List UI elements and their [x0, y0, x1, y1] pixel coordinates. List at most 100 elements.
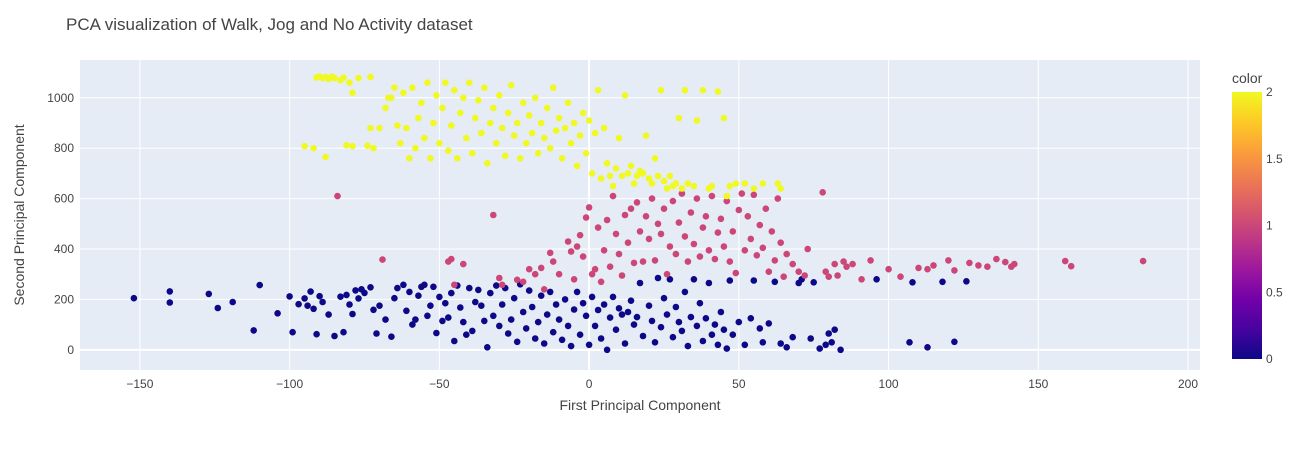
data-point[interactable] [741, 180, 749, 187]
data-point[interactable] [588, 170, 596, 177]
data-point[interactable] [699, 86, 707, 94]
data-point[interactable] [747, 235, 755, 243]
data-point[interactable] [795, 268, 802, 276]
data-point[interactable] [451, 337, 458, 345]
data-point[interactable] [966, 259, 973, 267]
data-point[interactable] [469, 327, 476, 335]
data-point[interactable] [765, 320, 773, 327]
data-point[interactable] [349, 142, 356, 150]
data-points[interactable] [130, 73, 1147, 354]
data-point[interactable] [681, 233, 689, 240]
data-point[interactable] [445, 314, 452, 321]
data-point[interactable] [496, 92, 503, 99]
data-point[interactable] [909, 279, 916, 286]
data-point[interactable] [400, 281, 407, 289]
data-point[interactable] [624, 308, 632, 316]
data-point[interactable] [690, 240, 698, 248]
data-point[interactable] [540, 340, 548, 347]
data-point[interactable] [448, 255, 455, 263]
data-point[interactable] [412, 316, 419, 323]
data-point[interactable] [531, 94, 539, 102]
data-point[interactable] [672, 180, 680, 187]
data-point[interactable] [591, 265, 599, 273]
data-point[interactable] [684, 342, 692, 350]
data-point[interactable] [130, 294, 138, 302]
data-point[interactable] [406, 288, 413, 296]
data-point[interactable] [397, 139, 404, 147]
data-point[interactable] [546, 144, 554, 152]
data-point[interactable] [687, 313, 695, 321]
data-point[interactable] [741, 341, 749, 349]
data-point[interactable] [400, 89, 407, 97]
data-point[interactable] [609, 293, 617, 301]
data-point[interactable] [651, 257, 659, 264]
data-point[interactable] [433, 329, 440, 337]
data-point[interactable] [516, 155, 524, 162]
data-point[interactable] [702, 213, 710, 220]
data-point[interactable] [678, 190, 686, 197]
data-point[interactable] [612, 165, 620, 172]
data-point[interactable] [801, 272, 808, 279]
data-point[interactable] [570, 276, 578, 283]
data-point[interactable] [975, 262, 982, 269]
data-point[interactable] [642, 213, 650, 220]
data-point[interactable] [1011, 260, 1018, 268]
data-point[interactable] [490, 312, 497, 320]
data-point[interactable] [756, 325, 764, 332]
data-point[interactable] [361, 289, 368, 297]
data-point[interactable] [705, 279, 713, 287]
data-point[interactable] [747, 315, 755, 322]
data-point[interactable] [570, 119, 578, 127]
data-point[interactable] [367, 284, 374, 291]
data-point[interactable] [340, 74, 347, 81]
data-point[interactable] [819, 189, 826, 196]
data-point[interactable] [229, 298, 236, 306]
data-point[interactable] [765, 268, 773, 276]
data-point[interactable] [439, 317, 446, 325]
data-point[interactable] [319, 298, 326, 306]
data-point[interactable] [591, 129, 599, 137]
data-point[interactable] [627, 205, 635, 212]
data-point[interactable] [648, 180, 656, 187]
data-point[interactable] [825, 273, 832, 281]
data-point[interactable] [714, 229, 722, 236]
data-point[interactable] [214, 304, 222, 312]
data-point[interactable] [804, 245, 811, 253]
data-point[interactable] [780, 273, 787, 281]
data-point[interactable] [370, 306, 377, 314]
data-point[interactable] [603, 216, 611, 224]
data-point[interactable] [403, 307, 410, 315]
data-point[interactable] [666, 276, 674, 283]
data-point[interactable] [582, 312, 590, 320]
data-point[interactable] [735, 318, 743, 326]
data-point[interactable] [349, 89, 356, 97]
data-point[interactable] [630, 321, 638, 328]
data-point[interactable] [897, 273, 904, 281]
data-point[interactable] [567, 342, 575, 350]
data-point[interactable] [295, 300, 302, 308]
data-point[interactable] [657, 86, 665, 94]
data-point[interactable] [648, 317, 656, 325]
data-point[interactable] [738, 190, 746, 197]
data-point[interactable] [663, 185, 671, 192]
data-point[interactable] [597, 175, 605, 182]
data-point[interactable] [484, 344, 491, 351]
data-point[interactable] [424, 312, 431, 320]
data-point[interactable] [624, 170, 632, 177]
data-point[interactable] [552, 301, 560, 308]
data-point[interactable] [681, 86, 689, 94]
data-point[interactable] [451, 281, 458, 289]
data-point[interactable] [558, 155, 566, 162]
data-point[interactable] [493, 139, 500, 147]
data-point[interactable] [627, 162, 635, 170]
data-point[interactable] [732, 269, 740, 277]
data-point[interactable] [915, 264, 922, 272]
data-point[interactable] [579, 299, 587, 307]
data-point[interactable] [828, 339, 835, 346]
data-point[interactable] [720, 326, 728, 334]
data-point[interactable] [633, 199, 641, 206]
data-point[interactable] [406, 155, 413, 162]
data-point[interactable] [382, 104, 389, 112]
data-point[interactable] [355, 74, 362, 82]
data-point[interactable] [984, 263, 991, 271]
